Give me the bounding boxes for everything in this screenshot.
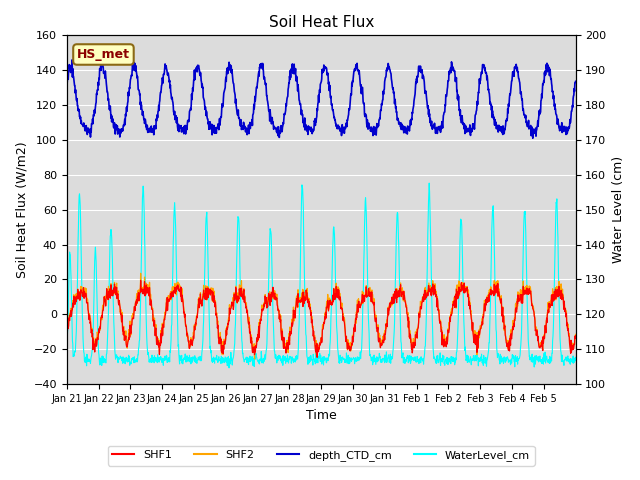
X-axis label: Time: Time — [306, 409, 337, 422]
Y-axis label: Water Level (cm): Water Level (cm) — [612, 156, 625, 263]
Y-axis label: Soil Heat Flux (W/m2): Soil Heat Flux (W/m2) — [15, 141, 28, 278]
Text: HS_met: HS_met — [77, 48, 130, 61]
Title: Soil Heat Flux: Soil Heat Flux — [269, 15, 374, 30]
Legend: SHF1, SHF2, depth_CTD_cm, WaterLevel_cm: SHF1, SHF2, depth_CTD_cm, WaterLevel_cm — [108, 446, 534, 466]
